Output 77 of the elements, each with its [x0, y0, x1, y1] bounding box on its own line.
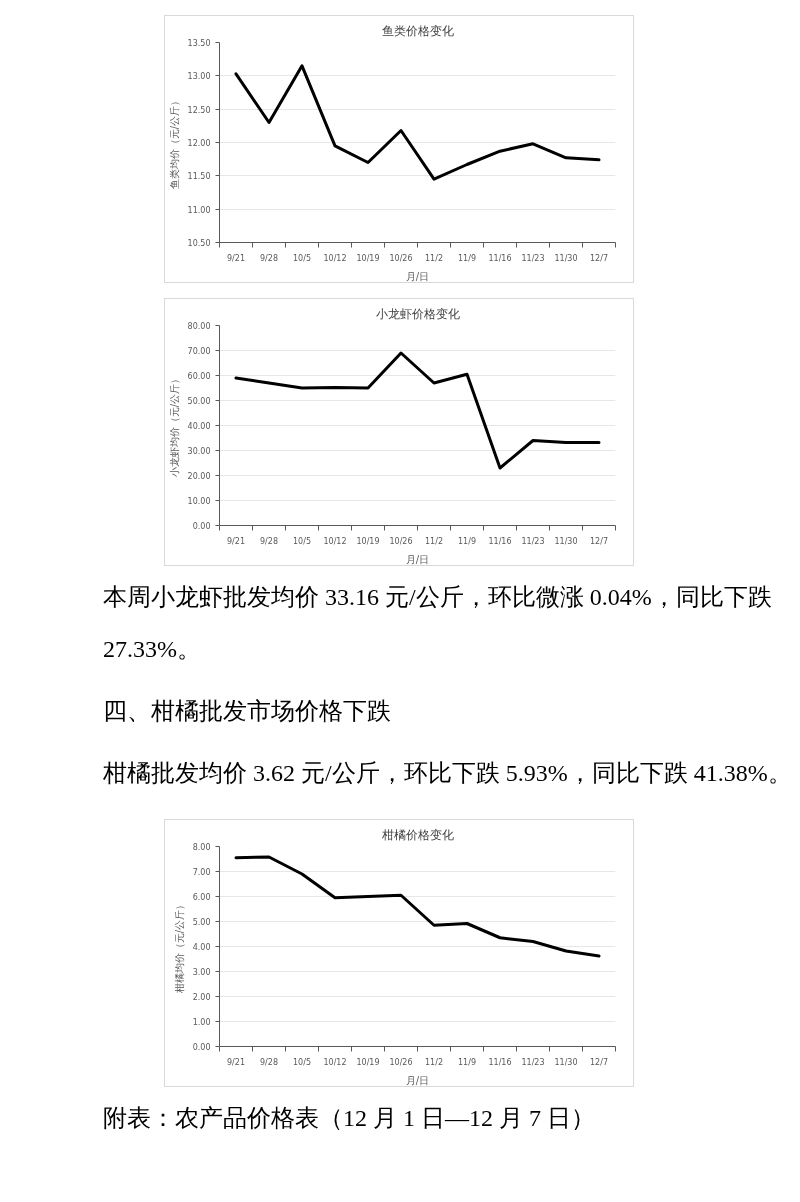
x-tick-label: 10/19 — [356, 1057, 380, 1067]
y-tick-label: 11.50 — [187, 172, 211, 182]
x-tick-label: 11/16 — [488, 1057, 512, 1067]
x-tick-label: 10/26 — [389, 1057, 413, 1067]
y-axis-title: 小龙虾均价（元/公斤） — [168, 373, 180, 478]
y-tick-label: 60.00 — [187, 372, 211, 381]
y-tick-label: 8.00 — [192, 843, 211, 852]
y-tick-label: 3.00 — [192, 968, 211, 977]
x-tick-label: 10/19 — [356, 253, 380, 263]
x-tick-label: 10/5 — [293, 1057, 311, 1067]
x-tick-label: 9/21 — [227, 536, 245, 546]
x-tick-label: 10/5 — [293, 536, 311, 546]
x-tick-label: 11/30 — [554, 536, 578, 546]
y-tick-label: 50.00 — [187, 397, 211, 406]
y-tick-label: 10.50 — [187, 239, 211, 248]
chart-title: 柑橘价格变化 — [380, 827, 454, 842]
y-tick-label: 40.00 — [187, 422, 211, 431]
x-tick-label: 9/21 — [227, 1057, 245, 1067]
y-tick-label: 5.00 — [192, 918, 211, 927]
x-tick-label: 12/7 — [590, 1057, 608, 1067]
line-series — [234, 351, 601, 470]
text: 四、柑橘批发市场价格下跌 — [103, 697, 391, 726]
y-tick-label: 4.00 — [192, 943, 211, 952]
y-tick-label: 7.00 — [192, 868, 211, 877]
text: 本周小龙虾批发均价 33.16 元/公斤，环比微涨 0.04%，同比下跌 27.33%。 — [103, 583, 773, 664]
x-tick-label: 11/16 — [488, 536, 512, 546]
y-tick-label: 80.00 — [187, 322, 211, 331]
y-tick-label: 10.00 — [187, 497, 211, 506]
x-axis-title: 月/日 — [405, 553, 430, 565]
y-tick-label: 13.50 — [187, 39, 211, 48]
y-axis-title: 鱼类均价（元/公斤） — [168, 95, 180, 190]
x-tick-label: 9/28 — [260, 1057, 278, 1067]
x-tick-label: 10/12 — [323, 536, 347, 546]
x-tick-label: 10/26 — [389, 536, 413, 546]
y-tick-label: 1.00 — [192, 1018, 211, 1027]
x-tick-label: 10/12 — [323, 253, 347, 263]
text: 柑橘批发均价 3.62 元/公斤，环比下跌 5.93%，同比下跌 41.38%。 — [103, 759, 792, 788]
x-tick-label: 10/19 — [356, 536, 380, 546]
y-tick-label: 30.00 — [187, 447, 211, 456]
line-series — [234, 64, 601, 181]
y-tick-label: 11.00 — [187, 205, 211, 215]
x-tick-label: 9/21 — [227, 253, 245, 263]
x-tick-label: 11/2 — [425, 536, 443, 546]
x-tick-label: 11/30 — [554, 253, 578, 263]
y-axis-title: 柑橘均价（元/公斤） — [173, 899, 185, 995]
y-tick-label: 20.00 — [187, 472, 211, 481]
x-tick-label: 10/12 — [323, 1057, 347, 1067]
y-tick-label: 2.00 — [192, 993, 211, 1002]
x-tick-label: 11/9 — [458, 253, 476, 263]
x-tick-label: 11/23 — [521, 253, 545, 263]
x-tick-label: 9/28 — [260, 536, 278, 546]
y-tick-label: 70.00 — [187, 347, 211, 356]
x-tick-label: 10/26 — [389, 253, 413, 263]
x-tick-label: 11/2 — [425, 1057, 443, 1067]
chart-title: 鱼类价格变化 — [381, 23, 454, 38]
line-series — [234, 855, 601, 958]
x-tick-label: 12/7 — [590, 536, 608, 546]
x-tick-label: 12/7 — [590, 253, 608, 263]
text: 附表：农产品价格表（12 月 1 日—12 月 7 日） — [103, 1104, 595, 1133]
x-tick-label: 11/9 — [458, 1057, 476, 1067]
x-tick-label: 11/2 — [425, 253, 443, 263]
y-tick-label: 0.00 — [192, 522, 211, 531]
x-axis-title: 月/日 — [405, 1074, 430, 1086]
y-tick-label: 6.00 — [192, 893, 211, 902]
x-tick-label: 11/23 — [521, 536, 545, 546]
x-tick-label: 10/5 — [293, 253, 311, 263]
x-tick-label: 11/23 — [521, 1057, 545, 1067]
x-tick-label: 11/9 — [458, 536, 476, 546]
x-tick-label: 11/16 — [488, 253, 512, 263]
y-tick-label: 0.00 — [192, 1043, 211, 1052]
y-tick-label: 12.00 — [187, 139, 211, 148]
x-tick-label: 11/30 — [554, 1057, 578, 1067]
x-axis-title: 月/日 — [405, 270, 430, 282]
y-tick-label: 13.00 — [187, 72, 211, 82]
chart-title: 小龙虾价格变化 — [375, 306, 460, 321]
x-tick-label: 9/28 — [260, 253, 278, 263]
y-tick-label: 12.50 — [187, 105, 211, 115]
